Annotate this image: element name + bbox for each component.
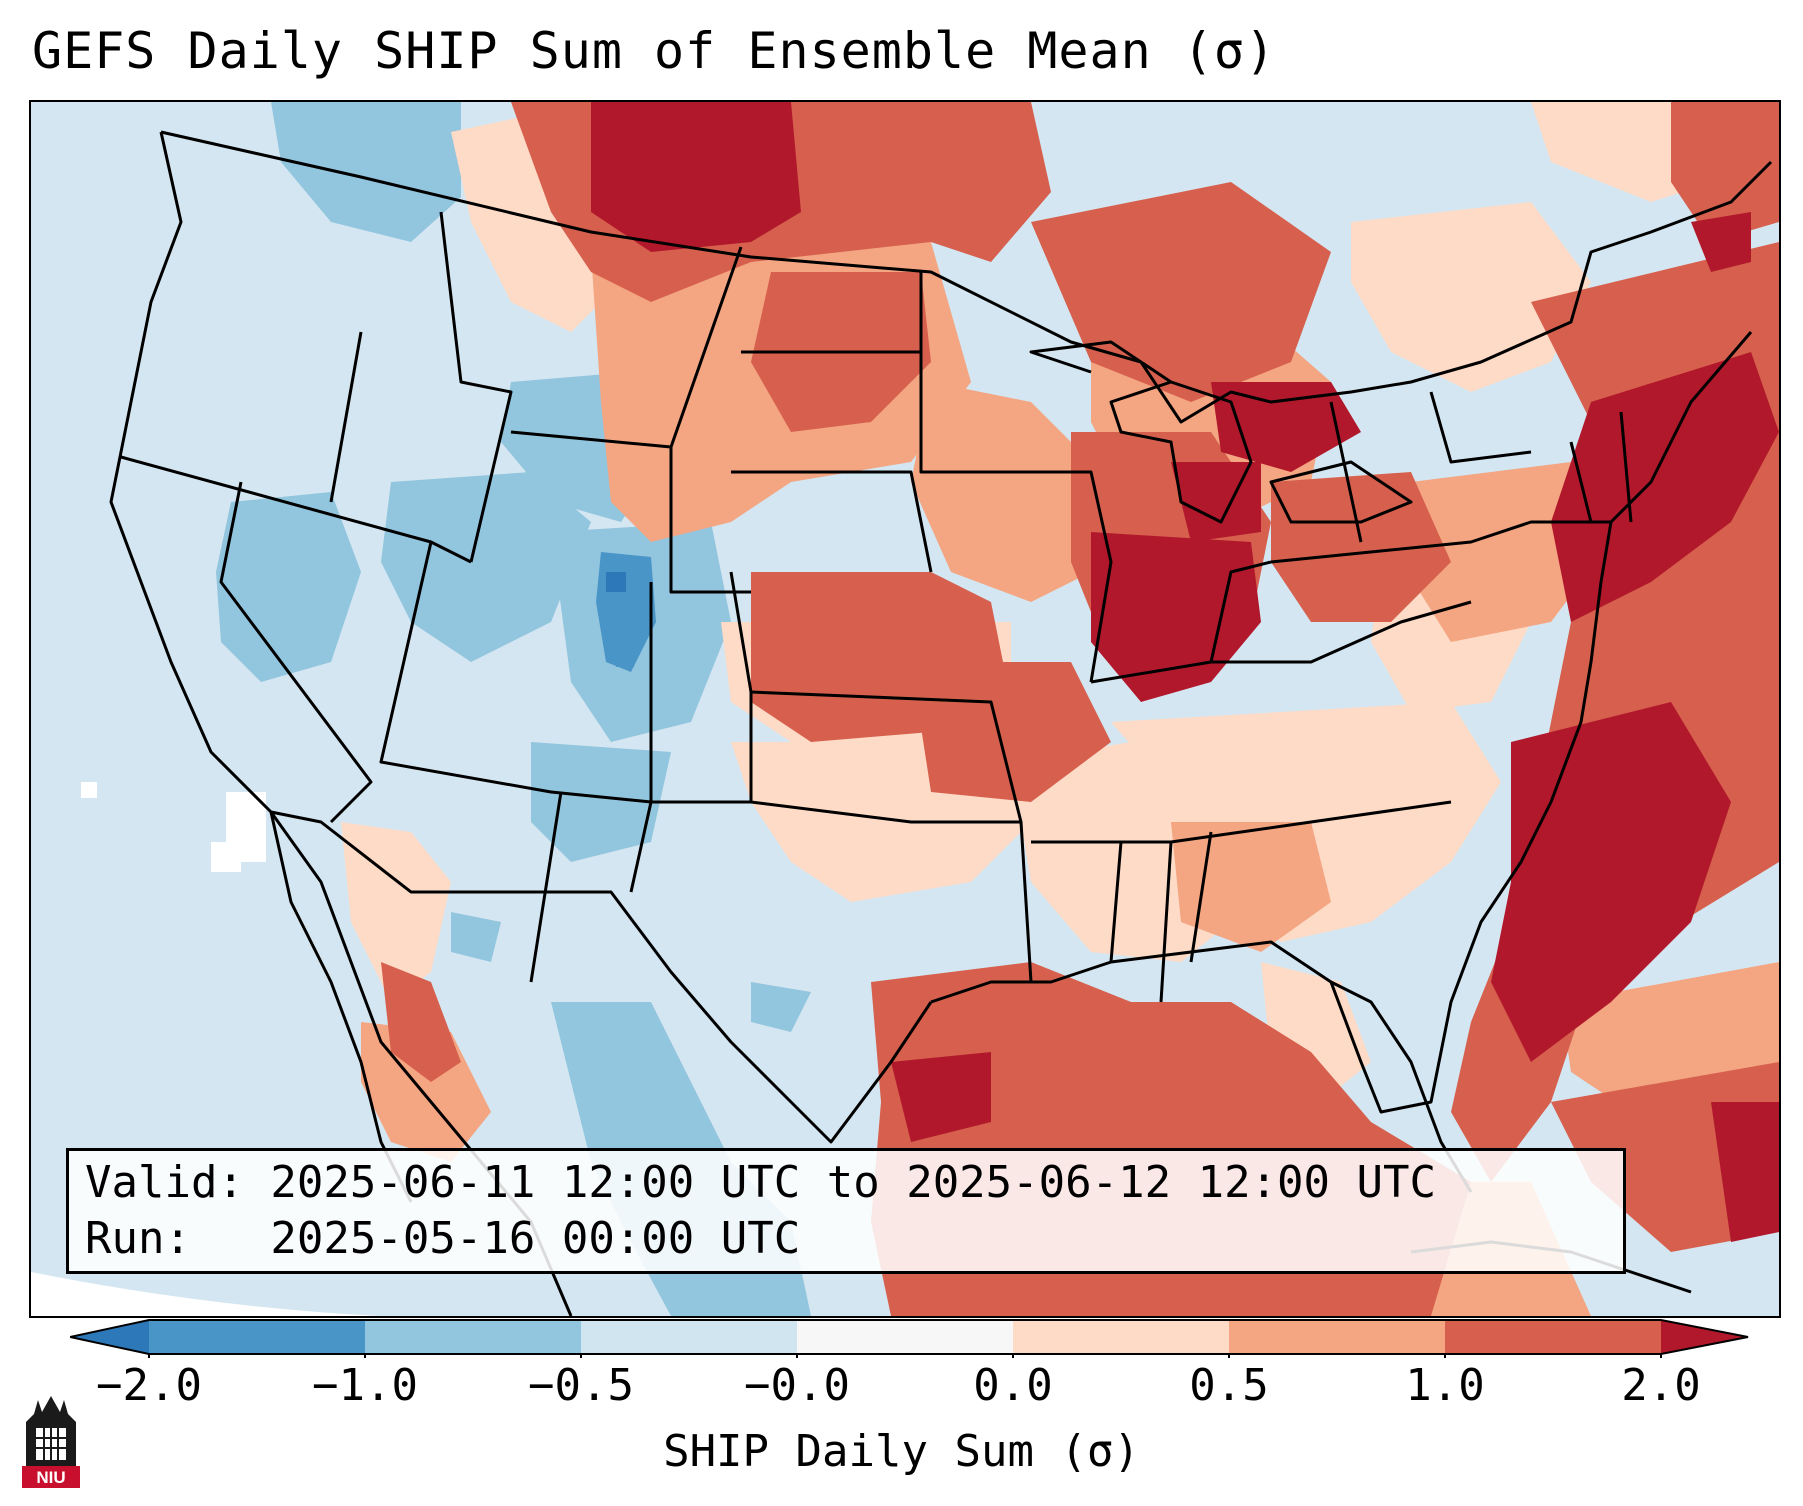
colorbar-segment (1445, 1320, 1661, 1354)
validity-info-box: Valid: 2025-06-11 12:00 UTC to 2025-06-1… (66, 1148, 1626, 1274)
colorbar-tick-1: −1.0 (312, 1360, 418, 1411)
map-panel (29, 100, 1781, 1318)
colorbar-extend-high (1661, 1320, 1748, 1354)
university-tower-icon: NIU (22, 1396, 80, 1488)
colorbar-tick-6: 1.0 (1405, 1360, 1485, 1411)
colorbar-tick-2: −0.5 (528, 1360, 634, 1411)
conus-map (31, 102, 1779, 1316)
west-coast (109, 131, 573, 1316)
colorbar-tick-5: 0.5 (1189, 1360, 1269, 1411)
colorbar-label: SHIP Daily Sum (σ) (663, 1426, 1140, 1477)
colorbar-segment (797, 1320, 1013, 1354)
run-time-text: Run: 2025-05-16 00:00 UTC (85, 1213, 801, 1264)
colorbar-tick-4: 0.0 (973, 1360, 1053, 1411)
missing-data-patches (81, 782, 266, 872)
great-lakes (1109, 380, 1253, 524)
colorbar-segment (1229, 1320, 1445, 1354)
colorbar-tick-7: 2.0 (1621, 1360, 1701, 1411)
logo-text: NIU (36, 1468, 65, 1487)
strong-positive-anomaly-region (591, 102, 1779, 1242)
colorbar-tick-3: −0.0 (744, 1360, 850, 1411)
colorbar-segment (149, 1320, 365, 1354)
colorbar-segment (1013, 1320, 1229, 1354)
strongest-negative-cell (606, 572, 626, 592)
us-canada-border (160, 130, 1773, 424)
map-title: GEFS Daily SHIP Sum of Ensemble Mean (σ) (32, 22, 1277, 80)
colorbar-segment (581, 1320, 797, 1354)
us-mexico-border (270, 810, 933, 1144)
colorbar-extend-low (70, 1320, 149, 1354)
colorbar (70, 1319, 1749, 1358)
colorbar-tick-0: −2.0 (96, 1360, 202, 1411)
valid-time-text: Valid: 2025-06-11 12:00 UTC to 2025-06-1… (85, 1157, 1437, 1208)
projection-edge (31, 1272, 631, 1316)
gulf-coast (930, 331, 1753, 1114)
colorbar-segment (365, 1320, 581, 1354)
